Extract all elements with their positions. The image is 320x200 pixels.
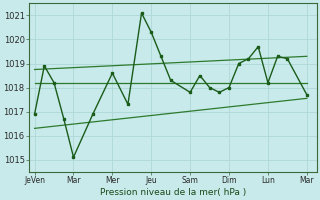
X-axis label: Pression niveau de la mer( hPa ): Pression niveau de la mer( hPa )	[100, 188, 246, 197]
